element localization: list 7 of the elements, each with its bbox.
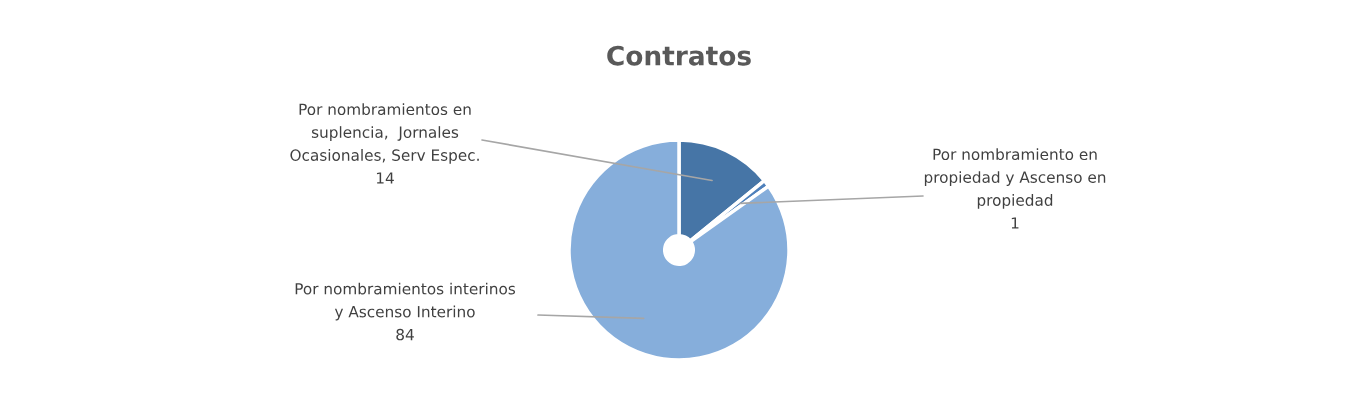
data-label: 1 (1011, 217, 1019, 229)
slice-label: Por nombramiento en propiedad y Ascenso en propiedad (924, 148, 1106, 209)
data-label: 84 (396, 328, 414, 341)
slice-label: Por nombramientos interinos y Ascenso Interino (295, 282, 516, 321)
chart-title: Contratos (607, 45, 751, 66)
data-label: 14 (376, 172, 394, 184)
slice-label: Por nombramientos en suplencia, Jornales Ocasionales, Serv Espec. (290, 103, 479, 164)
